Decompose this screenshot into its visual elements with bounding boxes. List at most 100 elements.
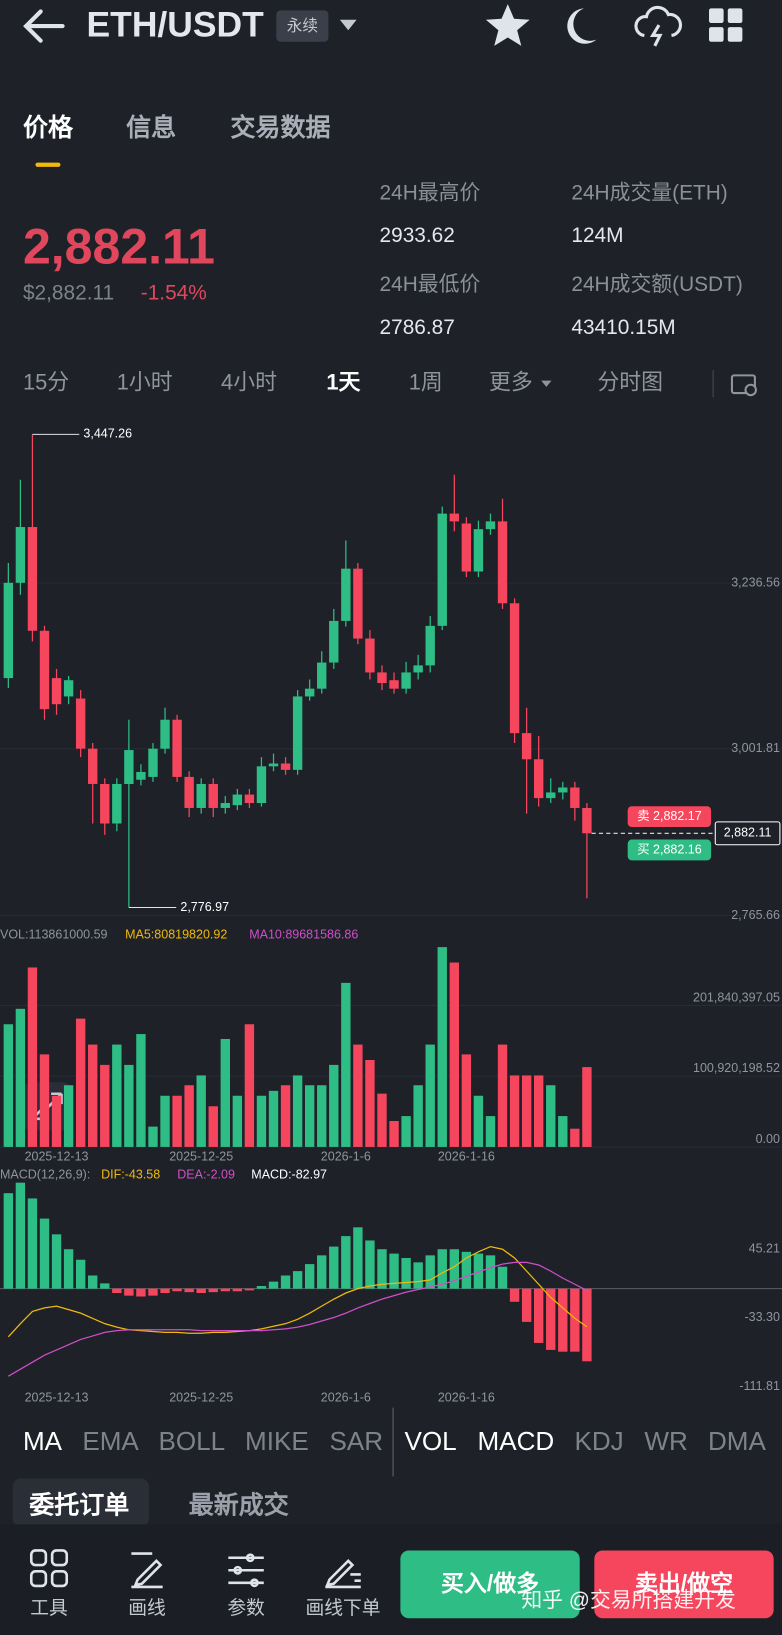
candle-body [196,783,206,808]
indicator[interactable]: VOL [405,1426,457,1456]
indicator[interactable]: MA [23,1426,63,1456]
volume-bar [425,1044,435,1147]
ask-tag [627,806,712,828]
candle-body [232,794,243,806]
theme-icon[interactable] [567,8,597,44]
interval[interactable]: 15分 [23,369,69,394]
y-tick-label: 3,001.81 [731,741,780,755]
interval[interactable]: 1天 [326,369,360,394]
watermark: 知乎 @交易所搭建开发 [521,1589,736,1612]
candle-body [220,803,230,808]
macd-bar [485,1255,496,1289]
candle-body [124,750,134,784]
candle-body [100,783,110,824]
volume-bar [136,1034,146,1147]
candle-body [3,582,14,679]
candle-body [280,763,291,770]
candle-body [160,719,170,749]
candle-body [329,620,339,663]
cloud-icon[interactable] [634,5,683,38]
volume-bar [582,1067,592,1147]
volume-bar [485,1116,496,1147]
volume-bar [449,962,460,1147]
order-tab[interactable]: 最新成交 [189,1490,289,1519]
tab[interactable]: 交易数据 [230,113,330,142]
toolbar-label[interactable]: 画线下单 [306,1597,381,1618]
stat-value: 124M [571,224,623,247]
volume-bar [112,1044,122,1147]
stat-value: 43410.15M [571,316,675,339]
dea-line [8,1261,588,1377]
candle-body [521,733,532,760]
indicator[interactable]: SAR [329,1426,383,1456]
macd-bar [232,1288,243,1292]
date-label: 2026-1-6 [321,1150,371,1164]
y-tick-label: 3,236.56 [731,575,780,589]
back-icon[interactable] [23,9,65,43]
macd-bar [268,1281,279,1289]
macd-bar [220,1288,230,1292]
price-change: -1.54% [141,282,207,305]
stat-value: 2786.87 [380,316,455,339]
sell-button[interactable] [594,1550,774,1619]
stat-value: 2933.62 [380,224,455,247]
volume-bar [256,1095,267,1147]
bid-label: 买 2,882.16 [637,842,702,856]
macd-bar [184,1288,194,1293]
volume-bar [51,1095,62,1147]
candle-body [485,521,496,530]
toolbar-label[interactable]: 工具 [30,1597,68,1618]
volume-bar [461,1054,472,1147]
y-tick-label: -33.30 [744,1310,779,1324]
indicator[interactable]: KDJ [575,1426,624,1456]
macd-bar [546,1288,556,1350]
candle-body [317,662,327,689]
pair-title[interactable]: ETH/USDT [87,4,265,44]
candle-body [570,787,580,808]
candle-body [582,807,592,834]
macd-bar [533,1288,544,1343]
macd-bar [365,1240,375,1289]
volume-bar [521,1075,532,1147]
macd-bar [473,1253,484,1289]
volume-bar [172,1095,182,1147]
candle-body [304,688,315,697]
candle-body [377,672,387,684]
candle-body [184,776,194,808]
y-tick-label: 201,840,397.05 [693,990,780,1004]
toolbar-label[interactable]: 画线 [128,1597,166,1618]
volume-legend: MA5:80819820.92 [125,928,227,942]
tab[interactable]: 价格 [23,113,74,142]
macd-bar [172,1288,182,1292]
interval[interactable]: 1小时 [117,369,173,394]
volume-bar [329,1064,339,1147]
buy-button[interactable] [400,1550,580,1619]
stat-label: 24H最高价 [380,181,481,204]
chart-settings-icon[interactable] [730,374,757,397]
indicator[interactable]: BOLL [158,1426,225,1456]
star-icon[interactable] [485,4,530,46]
candle-body [449,513,460,522]
menu-icon[interactable] [709,8,743,42]
stat-label: 24H成交额(USDT) [571,273,742,296]
interval[interactable]: 分时图 [597,369,663,394]
tab[interactable]: 信息 [126,113,176,142]
indicator[interactable]: WR [644,1426,687,1456]
indicator[interactable]: MACD [478,1426,555,1456]
order-tab[interactable]: 委托订单 [29,1491,129,1519]
macd-bar [377,1249,387,1289]
low-label: 2,776.97 [180,900,229,914]
interval[interactable]: 4小时 [221,369,277,394]
indicator[interactable]: MIKE [245,1426,309,1456]
candle-body [244,794,255,804]
y-tick-label: 100,920,198.52 [693,1061,780,1075]
dropdown-icon[interactable] [339,19,357,31]
interval[interactable]: 更多 [489,369,533,394]
toolbar-label[interactable]: 参数 [227,1597,265,1618]
candle-body [558,787,568,793]
indicator[interactable]: EMA [82,1426,139,1456]
indicator[interactable]: DMA [708,1426,767,1456]
interval[interactable]: 1周 [409,369,443,394]
macd-bar [558,1288,568,1352]
